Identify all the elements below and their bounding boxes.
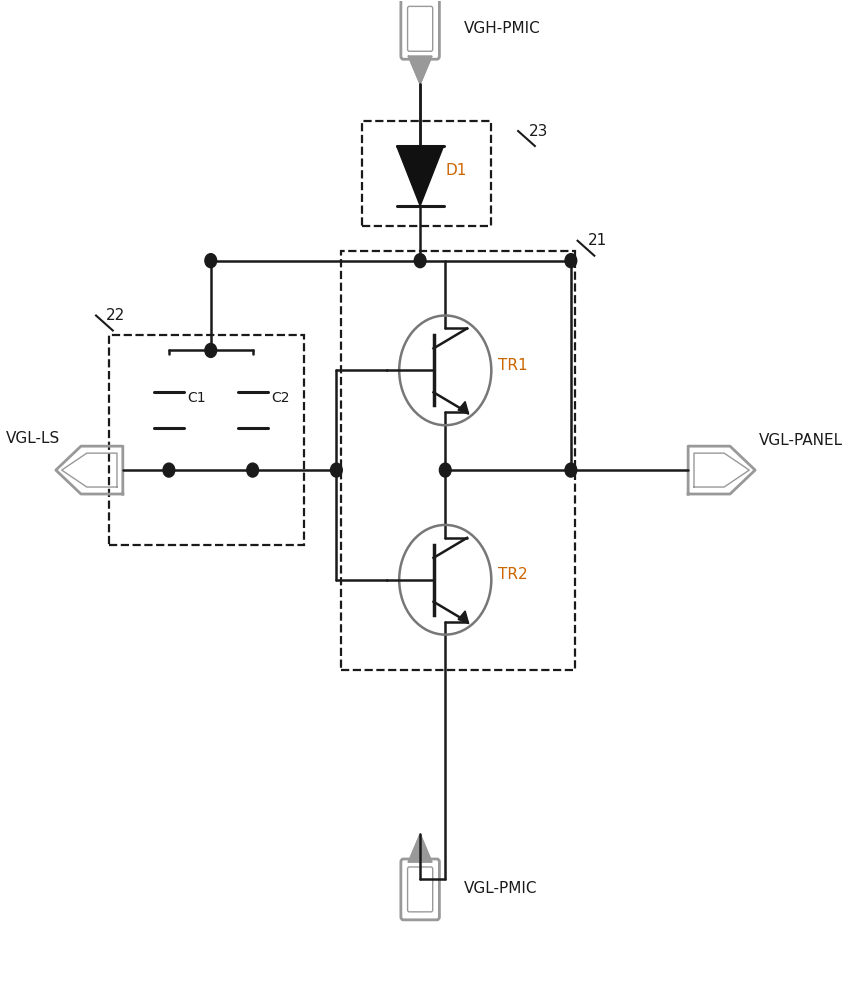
FancyBboxPatch shape (407, 6, 433, 51)
Text: VGH-PMIC: VGH-PMIC (464, 21, 541, 36)
Text: 23: 23 (529, 124, 548, 139)
Polygon shape (694, 453, 749, 487)
Polygon shape (458, 611, 468, 624)
Text: TR2: TR2 (498, 567, 528, 582)
Bar (341, 251, 575, 670)
Polygon shape (688, 446, 755, 494)
Text: 21: 21 (587, 233, 607, 248)
FancyBboxPatch shape (401, 859, 439, 920)
Polygon shape (408, 834, 432, 862)
FancyBboxPatch shape (401, 0, 439, 59)
Circle shape (205, 343, 217, 357)
Bar (362, 121, 492, 226)
Text: VGL-PMIC: VGL-PMIC (464, 881, 537, 896)
Circle shape (414, 254, 426, 268)
Polygon shape (56, 446, 123, 494)
FancyBboxPatch shape (407, 867, 433, 912)
Circle shape (439, 463, 451, 477)
Text: VGL-LS: VGL-LS (5, 431, 59, 446)
Circle shape (331, 463, 342, 477)
Text: C1: C1 (188, 391, 206, 405)
Text: C2: C2 (271, 391, 289, 405)
Circle shape (565, 254, 577, 268)
Circle shape (565, 463, 577, 477)
Text: VGL-PANEL: VGL-PANEL (759, 433, 844, 448)
Bar (108, 335, 304, 545)
Polygon shape (458, 402, 468, 414)
Circle shape (163, 463, 175, 477)
Circle shape (247, 463, 258, 477)
Polygon shape (62, 453, 117, 487)
Polygon shape (397, 146, 443, 206)
Text: TR1: TR1 (498, 358, 528, 373)
Polygon shape (408, 56, 432, 84)
Circle shape (205, 254, 217, 268)
Text: 22: 22 (106, 308, 126, 323)
Text: D1: D1 (445, 163, 467, 178)
